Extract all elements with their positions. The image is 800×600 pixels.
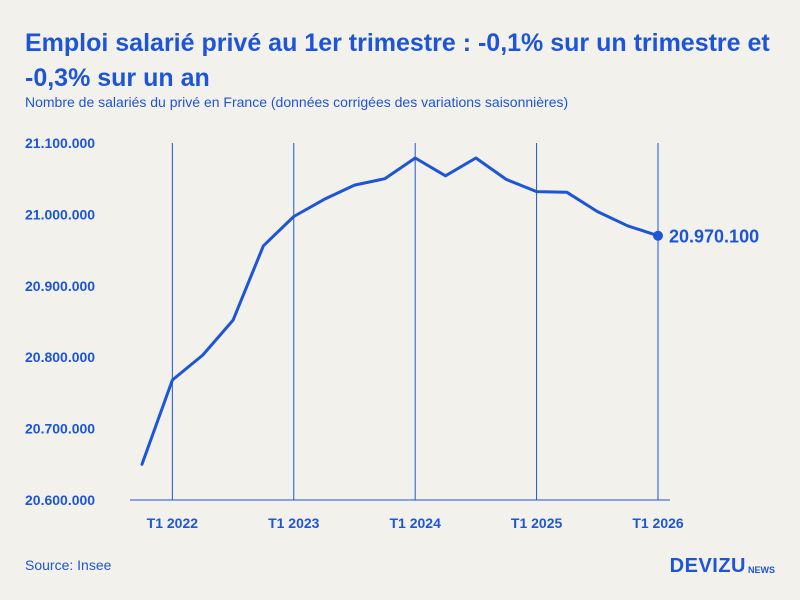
- x-tick-label: T1 2023: [268, 515, 320, 531]
- brand-logo: DEVIZU NEWS: [670, 555, 775, 578]
- end-point-marker: [653, 230, 663, 241]
- y-tick-label: 20.700.000: [25, 421, 95, 437]
- x-tick-label: T1 2022: [147, 515, 199, 531]
- series-line: [140, 156, 660, 466]
- source-note: Source: Insee: [25, 557, 112, 573]
- logo-sub-text: NEWS: [748, 565, 775, 575]
- y-tick-label: 20.600.000: [25, 492, 95, 508]
- logo-main-text: DEVIZU: [669, 555, 746, 577]
- y-tick-label: 21.100.000: [25, 135, 95, 151]
- end-value-label: 20.970.100: [669, 227, 759, 247]
- x-tick-label: T1 2026: [632, 515, 684, 531]
- chart-subtitle: Nombre de salariés du privé en France (d…: [25, 94, 569, 110]
- y-tick-label: 21.000.000: [25, 206, 95, 222]
- y-tick-label: 20.900.000: [25, 278, 95, 294]
- x-tick-label: T1 2024: [389, 515, 441, 531]
- x-tick-label: T1 2025: [511, 515, 563, 531]
- chart-title: Emploi salarié privé au 1er trimestre : …: [25, 29, 770, 92]
- y-tick-label: 20.800.000: [25, 349, 95, 365]
